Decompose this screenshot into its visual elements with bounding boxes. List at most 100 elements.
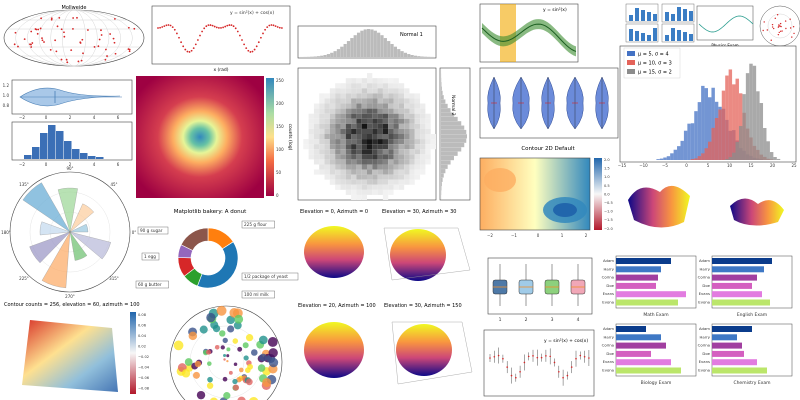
polar-angle-label: 225°	[19, 276, 29, 281]
gray-cell	[372, 139, 378, 145]
gray-cell	[409, 144, 415, 150]
gray-cell	[372, 93, 378, 99]
hbar-bar	[616, 367, 681, 374]
mollweide-point	[76, 16, 78, 19]
gray-cell	[377, 88, 383, 94]
polar-scatter-point	[226, 347, 231, 352]
gray-cell	[372, 78, 378, 84]
mini-polar-point	[781, 30, 783, 32]
polar-scatter-point	[222, 376, 228, 382]
polar-scatter-point	[229, 307, 240, 318]
mollweide-point	[34, 28, 37, 30]
gray-cell	[335, 149, 341, 155]
polar-scatter-panel	[169, 305, 283, 400]
sine-dots-panel: y = sin²(x) + cos(x) x (rad)	[151, 5, 291, 73]
mini-polar-point	[766, 29, 769, 31]
small-hist-bar	[56, 131, 64, 159]
polar-scatter-point	[227, 325, 235, 333]
hbar-category-label: Evans	[699, 291, 710, 296]
hist-overlap-bar	[663, 157, 667, 160]
top-histogram-label: Normal 1	[400, 32, 423, 38]
mollweide-point	[100, 29, 102, 32]
gray-cell	[414, 164, 421, 170]
gray-cell	[388, 108, 394, 114]
gray-cell	[398, 139, 405, 145]
gray-cell	[367, 164, 373, 170]
gray-cell	[340, 108, 346, 114]
mollweide-point	[72, 17, 75, 19]
hist-bar	[330, 52, 334, 57]
mollweide-point	[30, 43, 32, 46]
contour-cb-tick: 1.5	[604, 167, 610, 171]
sine-point	[178, 36, 180, 39]
polar-scatter-point	[268, 348, 278, 358]
side-hist-bar	[441, 121, 462, 126]
hist-overlap-bar	[677, 146, 681, 160]
hist-overlap-bar	[728, 157, 733, 160]
hbar-category-label: Harry	[604, 334, 615, 339]
contour3d-tick: 0.04	[138, 334, 147, 338]
gray-cell	[361, 108, 367, 114]
gray-cell	[361, 179, 367, 185]
donut-label: 1/2 package of yeast	[244, 274, 288, 279]
band-line-frame	[479, 3, 579, 63]
contour3d-tick: 0.06	[138, 324, 147, 328]
mollweide-point	[133, 27, 136, 30]
gray-cell	[303, 144, 309, 150]
hist-overlap-bar	[711, 127, 715, 160]
gray-cell	[313, 103, 320, 109]
gray-cell	[420, 139, 426, 145]
gray-hist2d-panel: Normal 2	[297, 67, 471, 201]
sine-point	[207, 24, 210, 27]
gray-cell	[361, 164, 367, 170]
sine-point	[163, 25, 166, 27]
boxplot-boxes	[492, 264, 586, 306]
gray-cell	[398, 98, 405, 104]
gray-cell	[367, 113, 373, 119]
gray-cell	[367, 134, 373, 140]
gray-cell	[356, 118, 362, 124]
gray-cell	[324, 123, 330, 129]
gray-cell	[356, 189, 362, 195]
polar-scatter-point	[228, 370, 233, 375]
donut-label-box	[241, 272, 299, 281]
gray-cell	[356, 164, 362, 170]
gray-cell	[361, 169, 367, 175]
gray-cell	[393, 113, 399, 119]
overlap-tick-label: 10	[727, 163, 733, 168]
gray-cell	[377, 103, 383, 109]
gray-cell	[367, 159, 373, 165]
mini-bar	[641, 33, 645, 41]
overlap-tick-label: 25	[791, 163, 797, 168]
hist-overlap-bar	[701, 85, 705, 160]
gray-cell	[351, 189, 357, 195]
gray-cell	[361, 144, 367, 150]
gray-cell	[393, 123, 399, 129]
gray-cell	[351, 134, 357, 140]
mini-bar	[635, 31, 639, 41]
gray-cell	[388, 103, 394, 109]
gray-cell	[308, 113, 314, 119]
gray-cell	[319, 164, 325, 170]
hist-overlap-bar	[742, 94, 746, 160]
side-histogram-bars	[441, 69, 467, 200]
errorbar-point	[575, 357, 577, 360]
mini-bar	[653, 14, 657, 21]
mini-bar	[689, 34, 693, 41]
heatmap-colorbar	[266, 78, 274, 196]
hbar-category-label: Harry	[700, 334, 711, 339]
gray-cell	[335, 139, 341, 145]
mollweide-point	[31, 42, 34, 44]
gray-cell	[393, 118, 399, 124]
polar-scatter-point	[188, 331, 198, 341]
hbar-bar	[712, 274, 757, 281]
gray-cell	[414, 134, 421, 140]
sine-point	[224, 25, 227, 28]
side-hist-bar	[441, 129, 467, 135]
mollweide-point	[72, 28, 74, 30]
heatmap-tick: 50	[276, 170, 282, 175]
sine-point	[167, 24, 170, 26]
gray-cell	[420, 103, 426, 109]
hist-bar	[336, 49, 341, 57]
gray-cell	[420, 159, 426, 165]
